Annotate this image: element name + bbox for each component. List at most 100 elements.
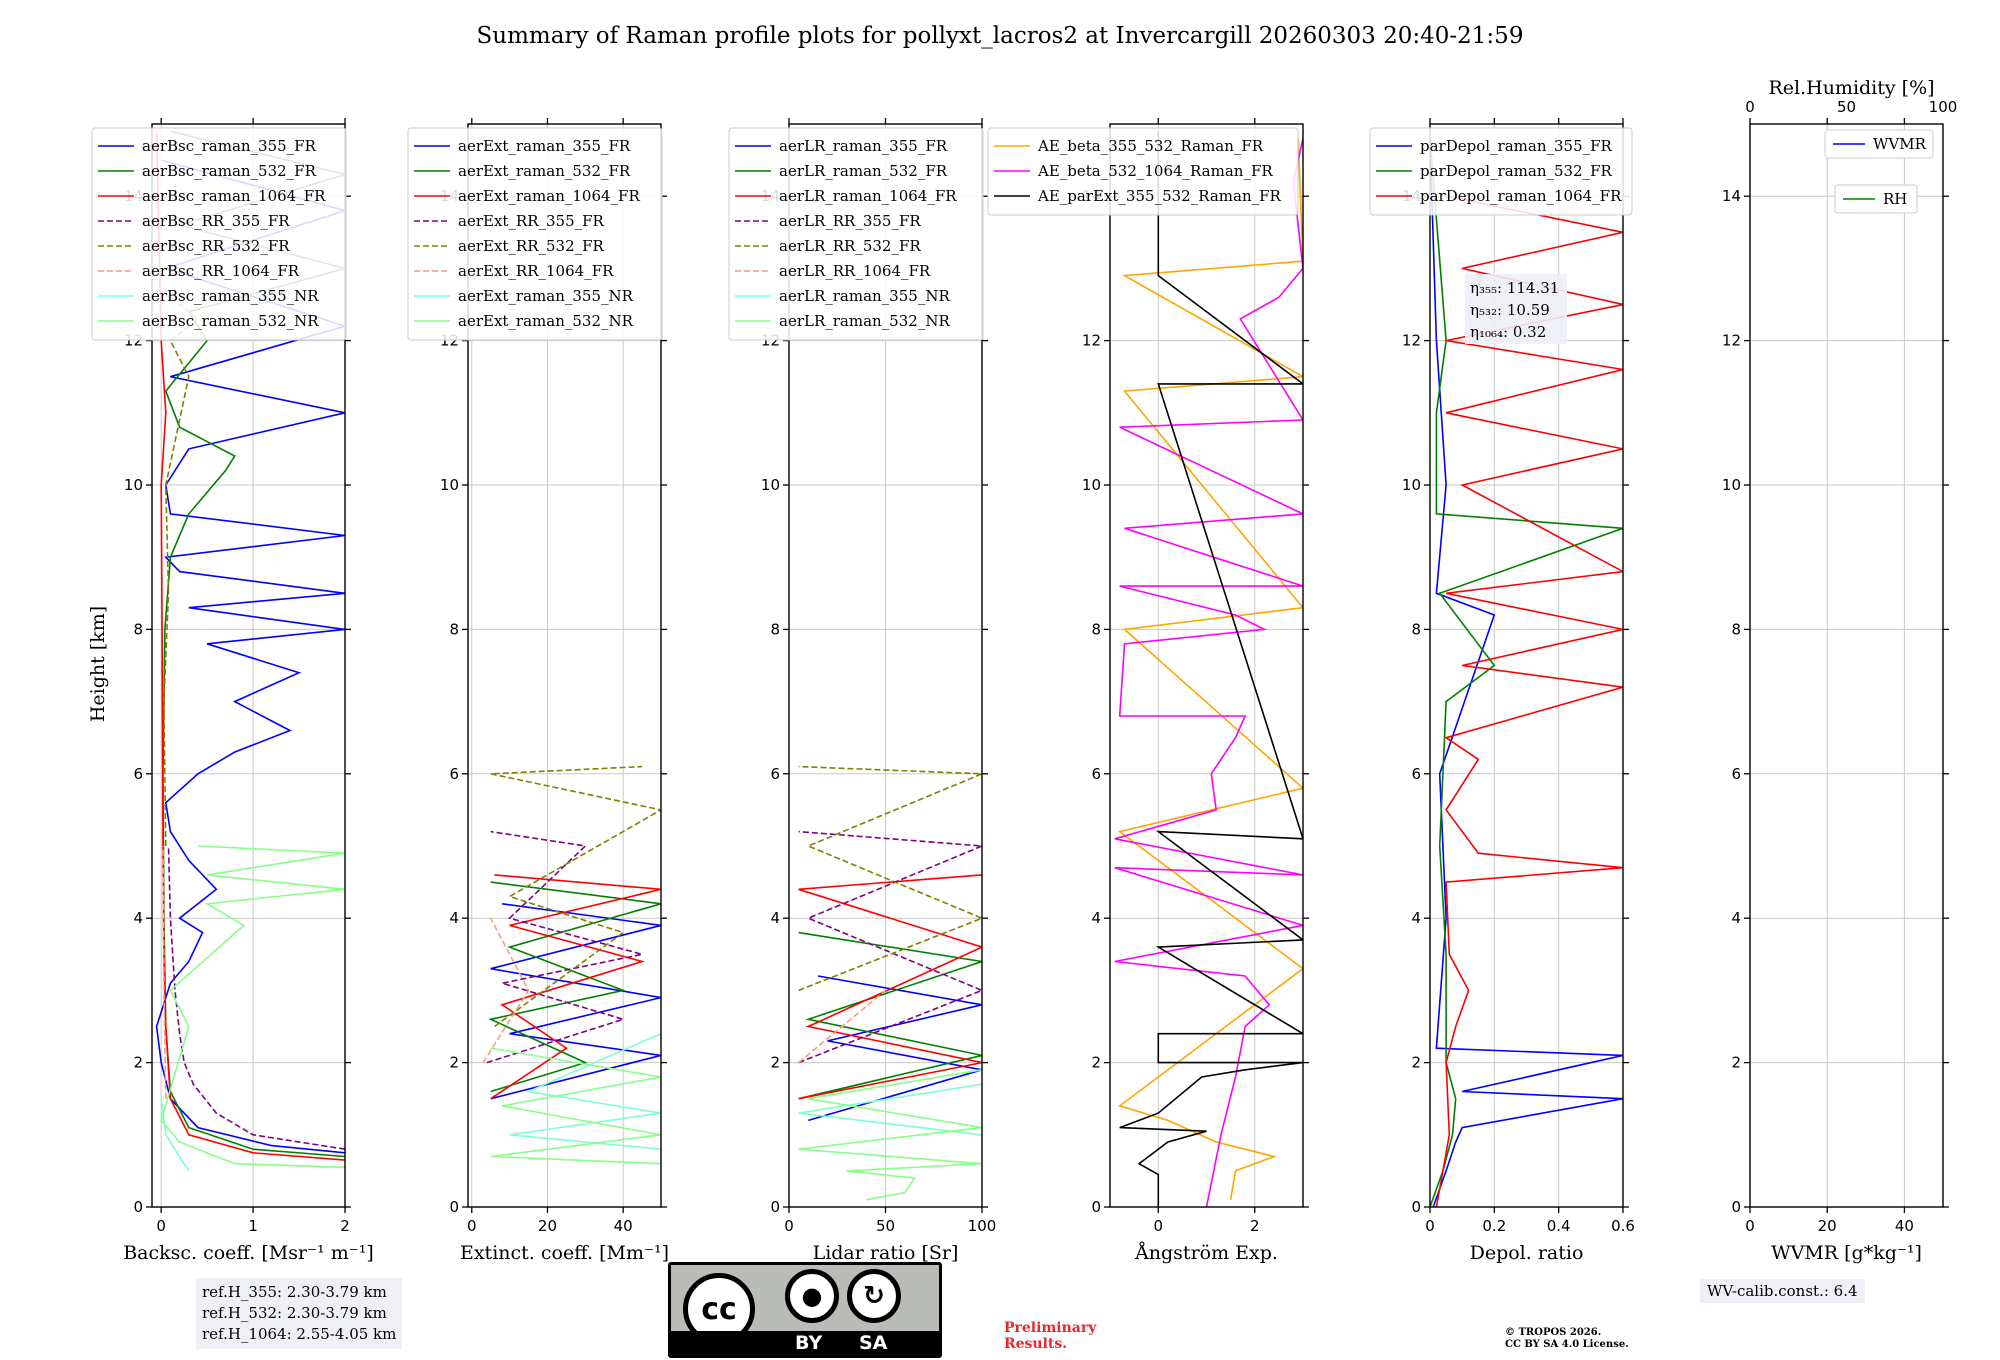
legend-label: aerBsc_raman_532_NR — [142, 312, 319, 330]
series-group — [1430, 138, 1623, 1207]
x-tick-label: 50 — [876, 1217, 895, 1235]
series-line-parDepol_raman_1064_FR — [1435, 195, 1623, 1207]
y-axis-label: Height [km] — [87, 606, 109, 722]
x-tick-label: 2 — [340, 1217, 350, 1235]
legend-label: aerExt_raman_532_NR — [458, 312, 634, 330]
legend-box — [728, 127, 984, 341]
x-tick-label: 40 — [614, 1217, 633, 1235]
legend-entry-parDepol_raman_1064_FR: parDepol_raman_1064_FR — [1376, 187, 1622, 205]
y-tick-label: 6 — [770, 765, 780, 783]
legend-entry-AE_parExt_355_532_Raman_FR: AE_parExt_355_532_Raman_FR — [994, 187, 1282, 205]
chart-panel-angstrom: 0246810121402Ångström Exp.AE_beta_355_53… — [987, 118, 1309, 1264]
y-tick-label: 10 — [761, 476, 780, 494]
y-tick-label: 0 — [1731, 1198, 1741, 1216]
series-line-aerBsc_raman_532_NR — [160, 845, 345, 1169]
legend-box — [91, 127, 347, 341]
series-group — [1114, 131, 1303, 1207]
series-line-aerLR_RR_355_FR — [798, 830, 982, 1064]
legend-entry-AE_beta_355_532_Raman_FR: AE_beta_355_532_Raman_FR — [994, 137, 1264, 155]
copyright-note: © TROPOS 2026. CC BY SA 4.0 License. — [1505, 1327, 1629, 1350]
x-tick-label: 20 — [538, 1217, 557, 1235]
legend-label: aerBsc_raman_355_FR — [142, 137, 317, 155]
series-group — [482, 765, 661, 1165]
series-line-AE_parExt_355_532_Raman_FR — [1119, 131, 1303, 1207]
legend-label: AE_beta_532_1064_Raman_FR — [1037, 162, 1273, 180]
y-tick-label: 8 — [133, 620, 143, 638]
chart-panel-water-vapor: 0 2 4 6 8 10 12 14 0 20 40 WVMR [g*kg⁻¹] 0 50 100Rel.H… — [1722, 77, 1957, 1264]
series-line-aerExt_raman_1064_FR — [490, 874, 661, 1100]
legend-entry-aerBsc_raman_355_FR: aerBsc_raman_355_FR — [98, 137, 317, 155]
reference-height-1064: ref.H_1064: 2.55-4.05 km — [202, 1325, 397, 1343]
y-tick-label: 12 — [1082, 332, 1101, 350]
y-tick-label: 8 — [449, 620, 459, 638]
x-tick-label: 100 — [968, 1217, 997, 1235]
legend-label: aerExt_raman_355_NR — [458, 287, 634, 305]
x-tick-label: 2 — [1250, 1217, 1260, 1235]
series-line-parDepol_raman_355_FR — [1430, 138, 1623, 1207]
legend-entry-aerExt_raman_355_NR: aerExt_raman_355_NR — [414, 287, 634, 305]
y-tick-label: 2 — [770, 1054, 780, 1072]
x-axis-label: Extinct. coeff. [Mm⁻¹] — [460, 1242, 669, 1264]
legend-label: aerBsc_RR_1064_FR — [142, 262, 300, 280]
y-tick-label: 4 — [1091, 909, 1101, 927]
legend-label: aerLR_raman_532_NR — [779, 312, 950, 330]
series-line-aerExt_raman_532_NR — [490, 1047, 661, 1165]
y-tick-label: 2 — [1731, 1054, 1741, 1072]
reference-heights-box: ref.H_355: 2.30-3.79 km ref.H_532: 2.30-… — [196, 1278, 403, 1349]
legend-label: RH — [1883, 190, 1907, 208]
y-tick-label: 2 — [1411, 1054, 1421, 1072]
series-line-aerLR_RR_532_FR — [798, 765, 982, 992]
series-line-aerExt_raman_532_FR — [488, 881, 661, 1093]
y-tick-label: 0 — [1411, 1198, 1421, 1216]
x-axis-label: Depol. ratio — [1470, 1242, 1584, 1264]
y-tick-label: 6 — [1091, 765, 1101, 783]
legend-entry-aerExt_RR_1064_FR: aerExt_RR_1064_FR — [414, 262, 614, 280]
legend-entry-AE_beta_532_1064_Raman_FR: AE_beta_532_1064_Raman_FR — [994, 162, 1273, 180]
cc-license-badge: cc ● ↻ BY SA — [668, 1262, 942, 1358]
y-tick-label: 0 — [133, 1198, 143, 1216]
plot-frame — [1109, 123, 1304, 1208]
y-tick-label: 2 — [1091, 1054, 1101, 1072]
x-top-tick-label: 50 — [1837, 98, 1856, 116]
x-tick-label: 0 — [1745, 1217, 1755, 1235]
legend-label: aerBsc_RR_532_FR — [142, 237, 290, 255]
legend-entry-aerExt_RR_532_FR: aerExt_RR_532_FR — [414, 237, 605, 255]
legend-entry-aerExt_RR_355_FR: aerExt_RR_355_FR — [414, 212, 605, 230]
legend-entry-aerBsc_raman_532_FR: aerBsc_raman_532_FR — [98, 162, 317, 180]
legend-entry-aerBsc_RR_1064_FR: aerBsc_RR_1064_FR — [98, 262, 300, 280]
legend-entry-aerLR_RR_532_FR: aerLR_RR_532_FR — [735, 237, 921, 255]
license-by-label: BY — [795, 1332, 823, 1354]
x-tick-label: 20 — [1818, 1217, 1837, 1235]
legend-label: aerExt_raman_1064_FR — [458, 187, 640, 205]
x-top-axis-label: Rel.Humidity [%] — [1768, 77, 1934, 99]
series-line-aerBsc_RR_1064_FR — [162, 845, 167, 1099]
x-axis-label: Backsc. coeff. [Msr⁻¹ m⁻¹] — [123, 1242, 374, 1264]
x-top-tick-label: 100 — [1929, 98, 1958, 116]
legend-entry-aerBsc_RR_355_FR: aerBsc_RR_355_FR — [98, 212, 290, 230]
legend-entry-aerLR_raman_355_FR: aerLR_raman_355_FR — [735, 137, 948, 155]
legend-entry-aerLR_RR_1064_FR: aerLR_RR_1064_FR — [735, 262, 931, 280]
x-tick-label: 40 — [1895, 1217, 1914, 1235]
plot-frame — [151, 123, 346, 1208]
y-tick-label: 6 — [1731, 765, 1741, 783]
series-line-aerLR_raman_355_FR — [808, 975, 982, 1122]
series-line-aerLR_raman_532_FR — [798, 931, 982, 1100]
legend-label: aerExt_RR_355_FR — [458, 212, 605, 230]
x-tick-label: 0.4 — [1547, 1217, 1571, 1235]
series-line-aerExt_raman_355_NR — [509, 1032, 661, 1150]
series-line-AE_beta_355_532_Raman_FR — [1117, 138, 1303, 1200]
legend-label: parDepol_raman_532_FR — [1420, 162, 1613, 180]
legend-label: aerLR_raman_532_FR — [779, 162, 948, 180]
series-line-AE_beta_532_1064_Raman_FR — [1114, 138, 1303, 1207]
legend-label: aerBsc_raman_1064_FR — [142, 187, 326, 205]
x-tick-label: 0 — [784, 1217, 794, 1235]
legend-label: parDepol_raman_355_FR — [1420, 137, 1613, 155]
y-tick-label: 10 — [1082, 476, 1101, 494]
legend-entry-parDepol_raman_532_FR: parDepol_raman_532_FR — [1376, 162, 1613, 180]
legend-label: aerBsc_RR_355_FR — [142, 212, 290, 230]
figure-title: Summary of Raman profile plots for polly… — [477, 23, 1524, 49]
legend-entry-aerBsc_raman_532_NR: aerBsc_raman_532_NR — [98, 312, 319, 330]
y-tick-label: 4 — [449, 909, 459, 927]
